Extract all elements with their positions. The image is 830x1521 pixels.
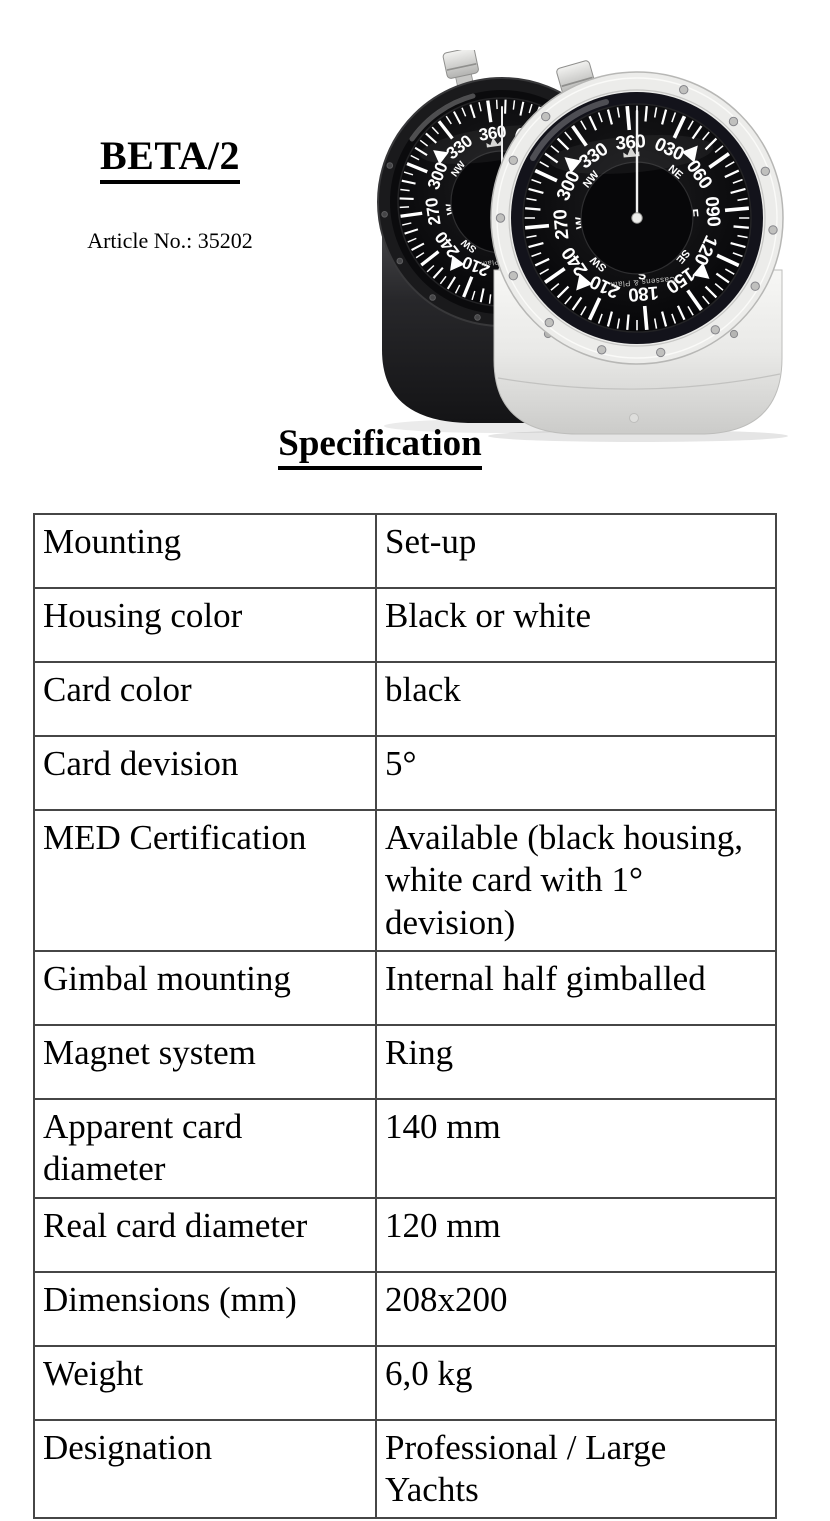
spec-row: Apparent card diameter 140 mm (33, 1098, 777, 1199)
svg-text:E: E (686, 208, 702, 218)
page-title: BETA/2 (99, 134, 241, 184)
spec-value-cell: 6,0 kg (375, 1344, 777, 1421)
spec-value-cell: 5° (375, 735, 777, 811)
rim-screw (656, 347, 666, 358)
svg-text:S: S (637, 267, 647, 283)
rim-screw (508, 155, 519, 166)
crown-emblem (623, 146, 640, 158)
spec-row: MED Certification Available (black housi… (33, 808, 777, 953)
rim-screw (429, 294, 436, 301)
spec-label-cell: Card color (33, 661, 377, 737)
black-glass-highlight (409, 93, 476, 142)
svg-text:090: 090 (701, 196, 725, 228)
spec-value-cell: 208x200 (375, 1270, 777, 1347)
white-body-dimple (629, 413, 639, 423)
svg-text:180: 180 (628, 282, 660, 306)
intercardinal-triangle (564, 157, 582, 174)
intercardinal-triangle (450, 255, 465, 271)
spec-label-cell: Weight (33, 1344, 377, 1421)
svg-text:270: 270 (549, 209, 573, 241)
rim-screw (508, 271, 519, 281)
spec-row: Card devision 5° (33, 735, 777, 811)
rim-screw (750, 281, 760, 291)
rim-screw (710, 325, 720, 335)
spec-value-cell: Ring (375, 1024, 777, 1101)
rim-screw (768, 225, 778, 235)
product-photo: 360030060090120150180210240270300330ESWN… (342, 47, 808, 442)
crown-emblem (486, 137, 502, 148)
spec-label-cell: Dimensions (mm) (33, 1270, 377, 1347)
svg-text:360: 360 (615, 130, 647, 154)
glass-sheen (549, 134, 714, 174)
spec-label-cell: Magnet system (33, 1024, 377, 1101)
spec-label-cell: Housing color (33, 587, 377, 663)
spec-value-cell: black (375, 661, 777, 737)
spec-table: Mounting Set-up Housing color Black or w… (33, 513, 777, 1520)
intercardinal-triangle (681, 145, 698, 163)
rim-screw (728, 116, 739, 127)
rim-screw (381, 211, 388, 218)
white-body-screw-3 (729, 329, 739, 339)
spec-label-cell: Card devision (33, 735, 377, 811)
rim-screw (386, 162, 394, 169)
spec-value-cell: Internal half gimballed (375, 950, 777, 1027)
spec-row: Card color black (33, 661, 777, 737)
rim-screw (760, 166, 770, 177)
spec-label-cell: Gimbal mounting (33, 950, 377, 1027)
spec-value-cell: 120 mm (375, 1196, 777, 1273)
spec-value-cell: Professional / Large Yachts (375, 1418, 777, 1520)
white-rim-inner-edge (508, 89, 766, 347)
dial-ticks (524, 105, 750, 331)
spec-row: Mounting Set-up (33, 513, 777, 589)
rim-screw (495, 213, 506, 223)
header-block: BETA/2 Article No.: 35202 (48, 134, 292, 254)
intercardinal-triangle (576, 273, 593, 291)
spec-row: Weight 6,0 kg (33, 1344, 777, 1421)
white-housing-seam (497, 373, 781, 390)
spec-value-cell: Available (black housing, white card wit… (375, 808, 777, 953)
section-heading: Specification (278, 423, 482, 471)
rim-screw (679, 85, 689, 95)
svg-text:360: 360 (477, 121, 507, 145)
compass-photo-illustration: 360030060090120150180210240270300330ESWN… (377, 47, 788, 442)
spec-value-cell: Set-up (375, 513, 777, 589)
spec-heading-wrap: Specification (0, 423, 760, 471)
black-top-knob (442, 47, 479, 88)
white-pivot-dot (631, 212, 643, 224)
spec-row: Gimbal mounting Internal half gimballed (33, 950, 777, 1027)
white-glass-highlight (530, 99, 609, 161)
spec-row: Real card diameter 120 mm (33, 1196, 777, 1273)
rim-screw (474, 314, 481, 321)
spec-label-cell: Mounting (33, 513, 377, 589)
rim-screw (541, 111, 551, 122)
rim-screw (544, 317, 555, 328)
white-compass: 360030060090120150180210240270300330ESWN… (488, 60, 788, 442)
spec-row: Designation Professional / Large Yachts (33, 1418, 777, 1520)
spec-value-cell: 140 mm (375, 1098, 777, 1199)
spec-row: Magnet system Ring (33, 1024, 777, 1101)
spec-value-cell: Black or white (375, 587, 777, 663)
spec-label-cell: Designation (33, 1418, 377, 1520)
rim-screw (396, 257, 404, 265)
intercardinal-triangle (433, 150, 449, 165)
rim-screw (597, 345, 607, 355)
spec-label-cell: Real card diameter (33, 1196, 377, 1273)
svg-text:270: 270 (421, 197, 445, 227)
white-rim-screws (495, 85, 778, 358)
intercardinal-triangle (692, 262, 710, 279)
spec-row: Housing color Black or white (33, 587, 777, 663)
article-number: Article No.: 35202 (87, 228, 253, 253)
spec-row: Dimensions (mm) 208x200 (33, 1270, 777, 1347)
spec-label-cell: MED Certification (33, 808, 377, 953)
spec-label-cell: Apparent card diameter (33, 1098, 377, 1199)
